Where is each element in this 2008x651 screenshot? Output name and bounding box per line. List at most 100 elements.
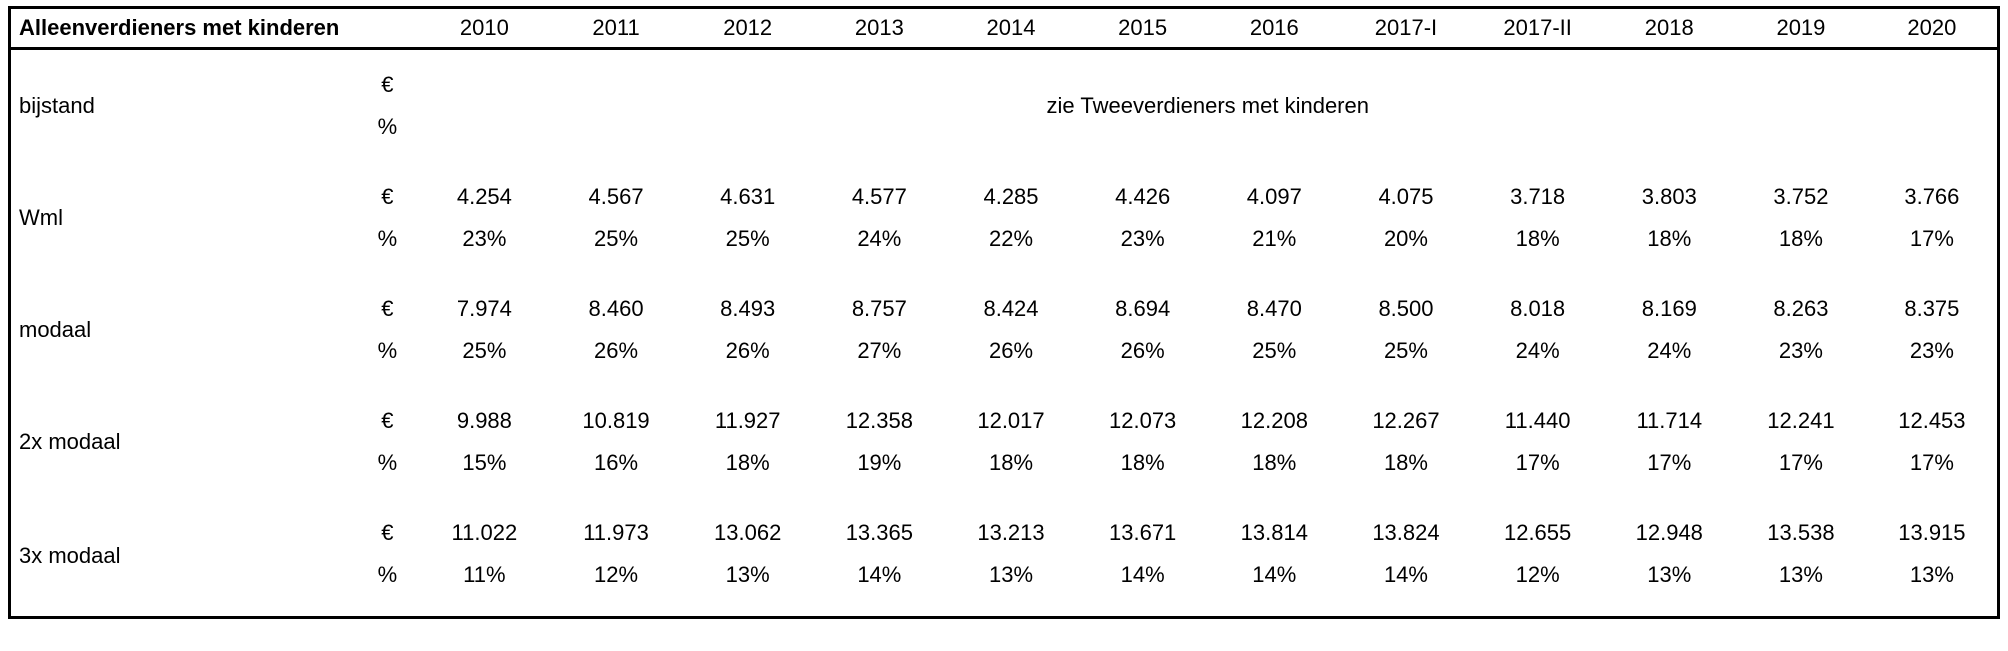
pct-value-cell: 14% — [1252, 562, 1297, 587]
euro-value-cell: 13.915 — [1898, 520, 1966, 545]
year-header: 2013 — [813, 7, 946, 50]
euro-value-cell: 8.424 — [983, 296, 1039, 321]
euro-value-cell: 13.365 — [845, 520, 913, 545]
pct-value-cell: 18% — [1778, 226, 1823, 251]
euro-value-cell: 8.018 — [1510, 296, 1566, 321]
euro-value-cell: 8.757 — [851, 296, 907, 321]
euro-value-cell: 13.671 — [1109, 520, 1177, 545]
income-group-pct-row: % 11% 12% 13% 14% 13% 14% 14% 14% 12% 13% 13% 13% — [10, 554, 1999, 600]
year-header: 2011 — [550, 7, 682, 50]
income-group-euro-row: modaal €7.974 8.460 8.493 8.757 8.424 8.694 8.4… — [10, 260, 1999, 342]
euro-value-cell: 13.062 — [714, 520, 782, 545]
income-group-pct-row: % — [10, 106, 1999, 148]
year-header: 2014 — [945, 7, 1077, 50]
pct-value-cell: 13% — [988, 562, 1034, 587]
pct-value-cell: 17% — [1778, 450, 1823, 475]
pct-value-cell: 23% — [1909, 338, 1954, 363]
pct-value-cell: 27% — [857, 338, 902, 363]
year-header: 2016 — [1208, 7, 1341, 50]
euro-value-cell: 12.655 — [1503, 520, 1572, 545]
percent-unit-symbol: % — [377, 338, 398, 363]
euro-value-cell: 12.453 — [1898, 408, 1966, 433]
euro-value-cell: 13.213 — [977, 520, 1045, 545]
euro-unit-symbol: € — [381, 408, 394, 433]
unit-column-header — [356, 7, 419, 50]
euro-value-cell: 11.973 — [583, 520, 649, 545]
pct-value-cell: 26% — [725, 338, 770, 363]
euro-value-cell: 8.375 — [1904, 296, 1960, 321]
euro-value-cell: 12.358 — [845, 408, 913, 433]
pct-value-cell: 26% — [988, 338, 1034, 363]
pct-value-cell: 25% — [594, 226, 639, 251]
pct-value-cell: 18% — [1383, 450, 1428, 475]
year-header: 2018 — [1603, 7, 1736, 50]
pct-value-cell: 23% — [462, 226, 507, 251]
euro-value-cell: 8.460 — [588, 296, 644, 321]
income-group-pct-row: % 15% 16% 18% 19% 18% 18% 18% 18% 17% 17% 17% 17% — [10, 442, 1999, 484]
pct-value-cell: 17% — [1515, 450, 1560, 475]
pct-value-cell: 18% — [988, 450, 1034, 475]
euro-value-cell: 10.819 — [582, 408, 650, 433]
pct-value-cell: 24% — [1647, 338, 1692, 363]
pct-value-cell: 18% — [1120, 450, 1165, 475]
year-header: 2017-I — [1340, 7, 1472, 50]
pct-value-cell: 13% — [725, 562, 770, 587]
euro-value-cell: 8.694 — [1115, 296, 1171, 321]
euro-unit-symbol: € — [381, 184, 394, 209]
euro-value-cell: 12.208 — [1240, 408, 1308, 433]
euro-value-cell: 12.948 — [1635, 520, 1703, 545]
bottom-spacer-cell — [10, 600, 1999, 618]
euro-value-cell: 3.803 — [1641, 184, 1697, 209]
year-header: 2010 — [418, 7, 551, 50]
pct-value-cell: 25% — [1252, 338, 1297, 363]
euro-value-cell: 4.285 — [983, 184, 1039, 209]
income-group-euro-row: 3x modaal €11.022 11.973 13.062 13.365 13.213… — [10, 484, 1999, 568]
pct-value-cell: 23% — [1120, 226, 1165, 251]
euro-value-cell: 12.267 — [1372, 408, 1440, 433]
euro-value-cell: 8.169 — [1641, 296, 1697, 321]
euro-value-cell: 8.500 — [1378, 296, 1434, 321]
pct-value-cell: 24% — [857, 226, 902, 251]
pct-value-cell: 25% — [462, 338, 507, 363]
euro-unit-symbol: € — [381, 72, 394, 97]
pct-value-cell: 11% — [463, 562, 506, 587]
pct-value-cell: 16% — [594, 450, 639, 475]
pct-value-cell: 17% — [1909, 226, 1954, 251]
pct-value-cell: 19% — [857, 450, 902, 475]
pct-value-cell: 25% — [1383, 338, 1428, 363]
report-page: Alleenverdieners met kinderen 2010 2011 … — [8, 6, 2000, 619]
pct-value-cell: 23% — [1778, 338, 1823, 363]
euro-value-cell: 4.577 — [851, 184, 907, 209]
euro-value-cell: 12.241 — [1767, 408, 1835, 433]
pct-value-cell: 12% — [1515, 562, 1560, 587]
row-label: Wml — [19, 205, 63, 230]
pct-value-cell: 14% — [1120, 562, 1165, 587]
pct-value-cell: 26% — [594, 338, 639, 363]
euro-value-cell: 4.567 — [588, 184, 644, 209]
income-group-euro-row: bijstand € zie Tweeverdieners met kinderen — [10, 49, 1999, 118]
euro-value-cell: 13.538 — [1767, 520, 1835, 545]
percent-unit-symbol: % — [377, 226, 398, 251]
header-row: Alleenverdieners met kinderen 2010 2011 … — [9, 7, 1999, 50]
pct-value-cell: 13% — [1647, 562, 1692, 587]
euro-value-cell: 4.631 — [720, 184, 776, 209]
euro-value-cell: 11.714 — [1636, 408, 1703, 433]
euro-value-cell: 9.988 — [456, 408, 512, 433]
income-group-pct-row: % 23% 25% 25% 24% 22% 23% 21% 20% 18% 18% 18% 17% — [10, 218, 1999, 260]
pct-value-cell: 22% — [988, 226, 1034, 251]
table-title: Alleenverdieners met kinderen — [9, 7, 357, 50]
euro-value-cell: 11.022 — [451, 520, 518, 545]
merged-note: zie Tweeverdieners met kinderen — [1046, 93, 1369, 118]
pct-value-cell: 18% — [1252, 450, 1297, 475]
euro-value-cell: 13.824 — [1372, 520, 1440, 545]
euro-value-cell: 3.766 — [1904, 184, 1960, 209]
row-label: 2x modaal — [19, 429, 121, 454]
income-group-euro-row: Wml €4.254 4.567 4.631 4.577 4.285 4.426 4.097 4… — [10, 148, 1999, 230]
year-header: 2015 — [1076, 7, 1209, 50]
euro-value-cell: 4.075 — [1378, 184, 1434, 209]
year-header: 2020 — [1866, 7, 1999, 50]
euro-value-cell: 4.426 — [1115, 184, 1171, 209]
euro-value-cell: 11.440 — [1504, 408, 1571, 433]
pct-value-cell: 24% — [1515, 338, 1560, 363]
year-header: 2019 — [1735, 7, 1867, 50]
